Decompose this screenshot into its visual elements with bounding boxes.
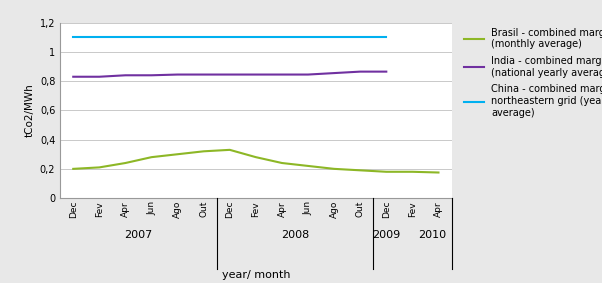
Line: Brasil - combined margin
(monthly average): Brasil - combined margin (monthly averag… — [73, 150, 438, 173]
Brasil - combined margin
(monthly average) — [174, 153, 181, 156]
India - combined margin
(national yearly average) — [383, 70, 390, 73]
Brasil - combined margin
(monthly average) — [435, 171, 442, 174]
China - combined margin -
northeastern grid (yearly
average) — [226, 36, 234, 39]
Legend: Brasil - combined margin
(monthly average), India - combined margin
(national ye: Brasil - combined margin (monthly averag… — [464, 27, 602, 117]
India - combined margin
(national yearly average) — [305, 73, 312, 76]
India - combined margin
(national yearly average) — [356, 70, 364, 73]
China - combined margin -
northeastern grid (yearly
average) — [174, 36, 181, 39]
Brasil - combined margin
(monthly average) — [278, 161, 285, 165]
India - combined margin
(national yearly average) — [70, 75, 77, 78]
Text: year/ month: year/ month — [222, 270, 290, 280]
Y-axis label: tCo2/MWh: tCo2/MWh — [24, 83, 34, 137]
Brasil - combined margin
(monthly average) — [70, 167, 77, 171]
Brasil - combined margin
(monthly average) — [200, 150, 207, 153]
Brasil - combined margin
(monthly average) — [226, 148, 234, 152]
India - combined margin
(national yearly average) — [278, 73, 285, 76]
India - combined margin
(national yearly average) — [122, 74, 129, 77]
Line: India - combined margin
(national yearly average): India - combined margin (national yearly… — [73, 72, 386, 77]
Brasil - combined margin
(monthly average) — [122, 161, 129, 165]
Brasil - combined margin
(monthly average) — [148, 155, 155, 159]
Text: 2009: 2009 — [372, 230, 400, 240]
China - combined margin -
northeastern grid (yearly
average) — [330, 36, 338, 39]
India - combined margin
(national yearly average) — [200, 73, 207, 76]
India - combined margin
(national yearly average) — [96, 75, 103, 78]
Brasil - combined margin
(monthly average) — [330, 167, 338, 171]
Brasil - combined margin
(monthly average) — [96, 166, 103, 169]
China - combined margin -
northeastern grid (yearly
average) — [148, 36, 155, 39]
China - combined margin -
northeastern grid (yearly
average) — [305, 36, 312, 39]
India - combined margin
(national yearly average) — [226, 73, 234, 76]
India - combined margin
(national yearly average) — [148, 74, 155, 77]
Text: 2007: 2007 — [125, 230, 152, 240]
China - combined margin -
northeastern grid (yearly
average) — [356, 36, 364, 39]
Brasil - combined margin
(monthly average) — [252, 155, 259, 159]
China - combined margin -
northeastern grid (yearly
average) — [200, 36, 207, 39]
China - combined margin -
northeastern grid (yearly
average) — [278, 36, 285, 39]
Brasil - combined margin
(monthly average) — [383, 170, 390, 173]
Text: 2008: 2008 — [281, 230, 309, 240]
India - combined margin
(national yearly average) — [330, 71, 338, 75]
India - combined margin
(national yearly average) — [252, 73, 259, 76]
Brasil - combined margin
(monthly average) — [409, 170, 416, 173]
China - combined margin -
northeastern grid (yearly
average) — [383, 36, 390, 39]
China - combined margin -
northeastern grid (yearly
average) — [70, 36, 77, 39]
China - combined margin -
northeastern grid (yearly
average) — [122, 36, 129, 39]
Brasil - combined margin
(monthly average) — [356, 169, 364, 172]
India - combined margin
(national yearly average) — [174, 73, 181, 76]
Brasil - combined margin
(monthly average) — [305, 164, 312, 168]
China - combined margin -
northeastern grid (yearly
average) — [252, 36, 259, 39]
Text: 2010: 2010 — [418, 230, 446, 240]
China - combined margin -
northeastern grid (yearly
average) — [96, 36, 103, 39]
